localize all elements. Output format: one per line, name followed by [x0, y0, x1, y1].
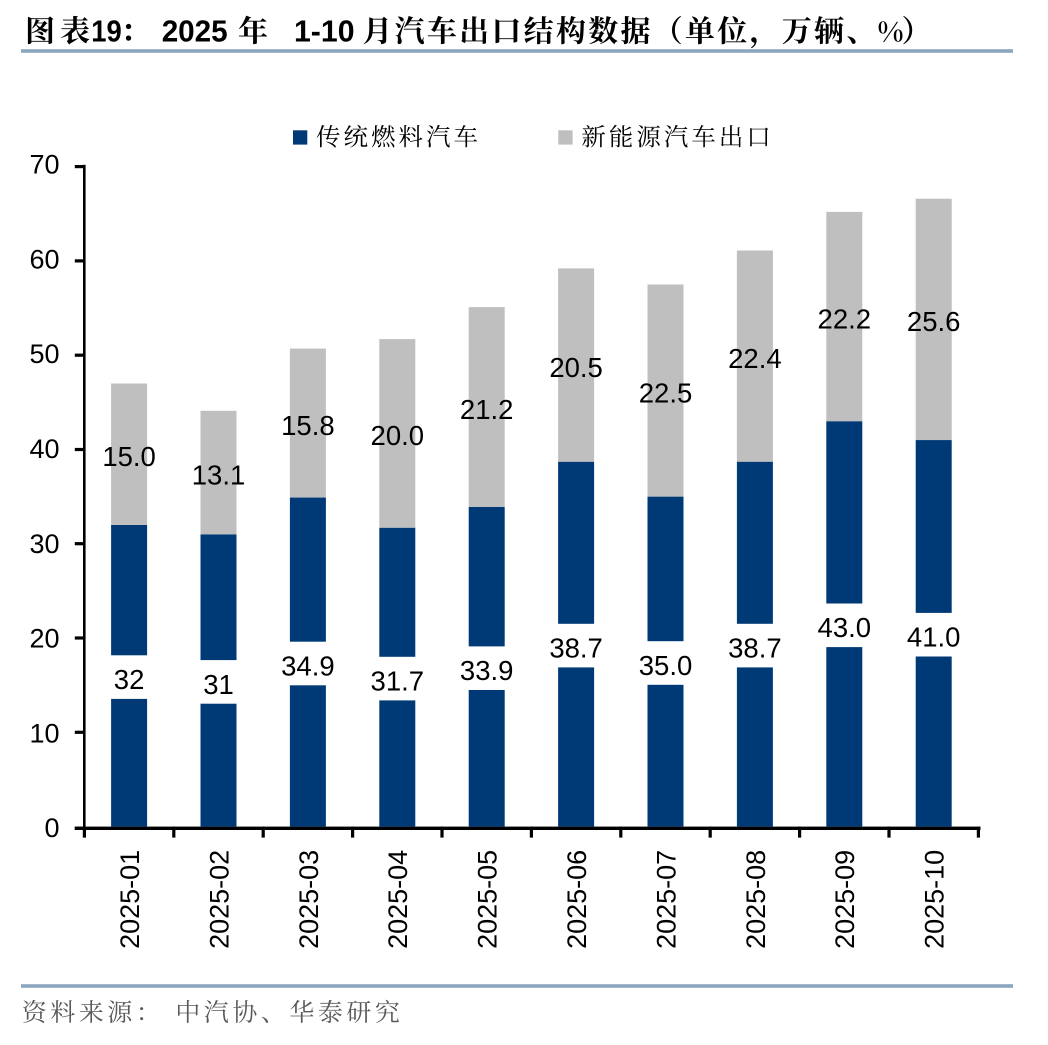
svg-text:20: 20 [29, 624, 59, 654]
svg-text:31.7: 31.7 [371, 666, 425, 697]
svg-text:2025-09: 2025-09 [830, 850, 860, 949]
svg-text:2025-08: 2025-08 [741, 850, 771, 949]
svg-text:15.0: 15.0 [102, 441, 156, 472]
svg-text:22.5: 22.5 [639, 377, 693, 408]
svg-text:2025-10: 2025-10 [920, 850, 950, 949]
svg-text:32: 32 [114, 664, 145, 695]
svg-text:2025: 2025 [162, 14, 228, 49]
svg-text:13.1: 13.1 [192, 459, 246, 490]
svg-text:38.7: 38.7 [728, 633, 782, 664]
svg-text:2025-05: 2025-05 [473, 850, 503, 949]
svg-text:2025-07: 2025-07 [651, 850, 681, 949]
svg-text:2025-02: 2025-02 [204, 850, 234, 949]
svg-text:1-10: 1-10 [294, 14, 355, 49]
svg-text:33.9: 33.9 [460, 655, 514, 686]
svg-text:70: 70 [29, 150, 59, 180]
svg-text:22.2: 22.2 [818, 303, 872, 334]
svg-text:34.9: 34.9 [281, 650, 335, 681]
svg-text:50: 50 [29, 339, 59, 369]
svg-text:0: 0 [44, 813, 59, 843]
svg-text:20.5: 20.5 [549, 352, 603, 383]
svg-text:2025-04: 2025-04 [383, 850, 413, 949]
svg-text:20.0: 20.0 [371, 420, 425, 451]
svg-text:38.7: 38.7 [549, 633, 603, 664]
svg-text:41.0: 41.0 [907, 622, 961, 653]
svg-text:10: 10 [29, 718, 59, 748]
svg-text:35.0: 35.0 [639, 650, 693, 681]
svg-text:22.4: 22.4 [728, 343, 782, 374]
svg-text:21.2: 21.2 [460, 394, 514, 425]
svg-text:43.0: 43.0 [818, 612, 872, 643]
svg-text:2025-01: 2025-01 [115, 850, 145, 949]
svg-text:25.6: 25.6 [907, 306, 961, 337]
svg-text:15.8: 15.8 [281, 410, 335, 441]
svg-text:30: 30 [29, 529, 59, 559]
svg-text:40: 40 [29, 434, 59, 464]
svg-text:31: 31 [203, 669, 234, 700]
svg-text:2025-03: 2025-03 [294, 850, 324, 949]
svg-text:19: 19 [91, 14, 122, 49]
svg-text:60: 60 [29, 244, 59, 274]
svg-text:2025-06: 2025-06 [562, 850, 592, 949]
